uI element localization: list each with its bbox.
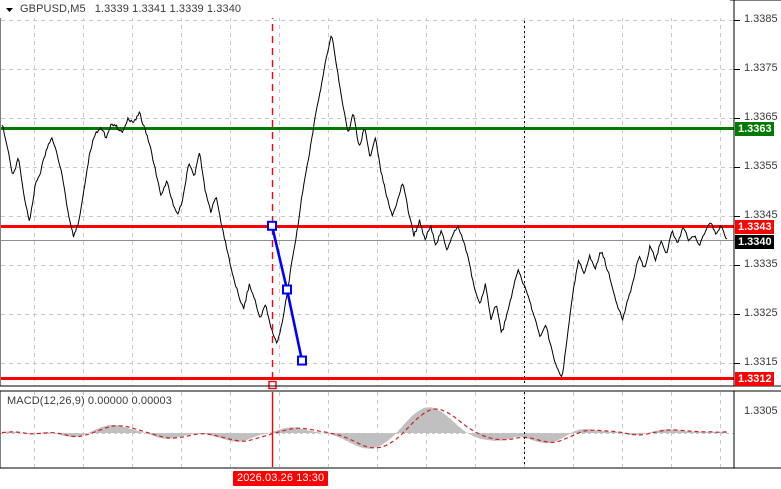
price-axis-tick: 1.3345 [744, 209, 778, 221]
macd-vertical-lines [271, 392, 525, 467]
chevron-down-icon[interactable] [4, 4, 15, 15]
trendline-object[interactable] [267, 220, 307, 366]
price-tag-1.3312: 1.3312 [735, 371, 774, 386]
price-tag-1.3340: 1.3340 [735, 234, 774, 249]
symbol-bar: GBPUSD,M5 1.3339 1.3341 1.3339 1.3340 [0, 0, 730, 18]
price-tag-1.3363: 1.3363 [735, 121, 774, 136]
price-axis-tick-marks [734, 20, 740, 364]
price-level-lines [1, 127, 734, 380]
macd-label: MACD(12,26,9) 0.00000 0.00003 [5, 395, 174, 407]
price-axis-tick: 1.3335 [744, 258, 778, 270]
price-axis-tick: 1.3315 [744, 356, 778, 368]
price-plot-bg [0, 0, 734, 386]
symbol-quotes: 1.3339 1.3341 1.3339 1.3340 [94, 3, 242, 15]
price-axis-tick: 1.3355 [744, 160, 778, 172]
price-tag-1.3343: 1.3343 [735, 219, 774, 234]
macd-histogram [2, 407, 727, 449]
macd-signal-line [1, 408, 728, 449]
price-gridlines [1, 1, 734, 386]
price-axis-tick: 1.3385 [744, 13, 778, 25]
price-axis-tick: 1.3325 [744, 307, 778, 319]
price-chart-pane[interactable] [0, 0, 781, 390]
price-axis-tick: 1.3365 [744, 111, 778, 123]
time-crosshair-tooltip: 2026.03.26 13:30 [233, 471, 329, 486]
price-axis-tick: 1.3305 [744, 405, 778, 417]
price-axis-tick: 1.3375 [744, 62, 778, 74]
time-axis[interactable] [0, 470, 781, 489]
price-line [1, 35, 728, 378]
symbol-label: GBPUSD,M5 [20, 3, 86, 15]
